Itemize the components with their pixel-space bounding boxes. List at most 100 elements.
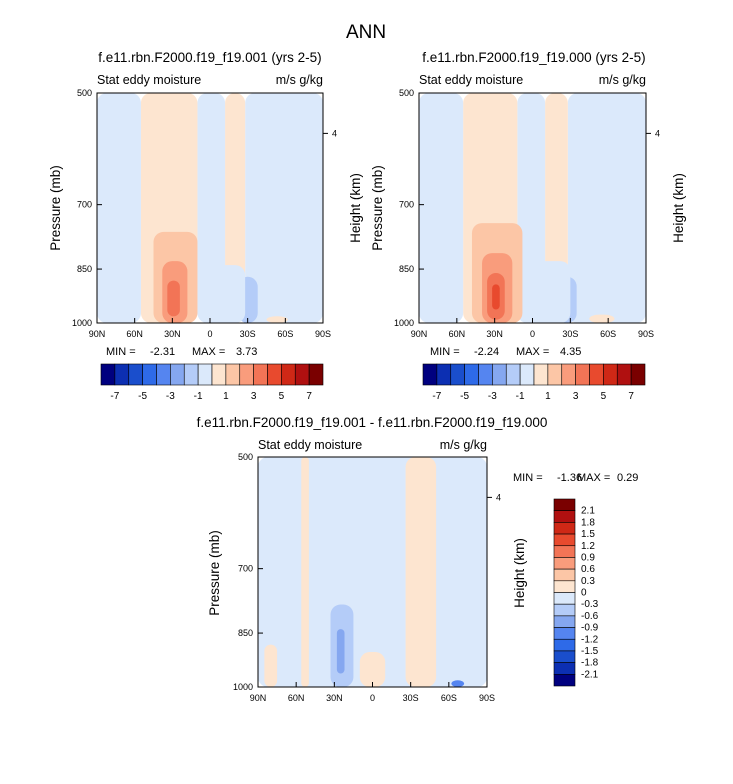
y-axis-right-title: Height (km): [671, 173, 686, 243]
colorbar-swatch: [553, 638, 576, 652]
colorbar-label: 1: [223, 391, 229, 402]
contour-region: [359, 652, 386, 687]
x-tick-label: 30N: [486, 329, 503, 339]
colorbar-swatch: [505, 363, 521, 386]
colorbar-label: 0.9: [581, 552, 595, 563]
colorbar-label: -1: [194, 391, 203, 402]
colorbar-swatch: [553, 533, 576, 547]
colorbar-swatch: [553, 580, 576, 593]
x-tick-label: 60N: [288, 693, 305, 703]
contour-region: [589, 314, 615, 323]
panel-top-right: f.e11.rbn.F2000.f19_f19.000 (yrs 2-5) St…: [370, 50, 686, 402]
x-tick-label: 60S: [600, 329, 616, 339]
colorbar-label: -0.3: [581, 599, 599, 610]
contour-region: [264, 644, 278, 687]
colorbar: -7 -5 -3 -1 1 3 5 7: [422, 363, 646, 402]
colorbar-swatch: [142, 363, 157, 386]
colorbar-label: 2.1: [581, 506, 595, 517]
colorbar-swatch: [128, 363, 143, 386]
x-tick-label: 0: [370, 693, 375, 703]
x-tick-label: 90S: [638, 329, 654, 339]
colorbar-label: 1.2: [581, 541, 595, 552]
colorbar-swatch: [253, 363, 268, 386]
colorbar-swatch: [553, 522, 576, 535]
colorbar-swatch: [450, 363, 465, 386]
y-axis-title: Pressure (mb): [207, 530, 222, 616]
colorbar-swatch: [156, 363, 171, 386]
x-tick-label: 0: [530, 329, 535, 339]
min-label: MIN =: [106, 346, 136, 358]
panel-title: f.e11.rbn.F2000.f19_f19.001 - f.e11.rbn.…: [197, 415, 548, 430]
colorbar-swatch: [197, 363, 213, 386]
colorbar-swatch: [553, 615, 576, 628]
panel-title: f.e11.rbn.F2000.f19_f19.000 (yrs 2-5): [422, 50, 645, 65]
max-label: MAX =: [192, 346, 225, 358]
colorbar-label: -1.5: [581, 646, 599, 657]
colorbar-label: 3: [573, 391, 579, 402]
colorbar-label: -1.8: [581, 658, 599, 669]
x-tick-label: 60N: [449, 329, 466, 339]
contour-plot: [258, 457, 487, 687]
colorbar-swatch: [553, 510, 576, 523]
y-axis-title: Pressure (mb): [370, 165, 385, 251]
colorbar-swatch: [553, 568, 576, 582]
colorbar-swatch: [553, 545, 576, 558]
colorbar-swatch: [589, 363, 604, 386]
colorbar-label: 7: [306, 391, 312, 402]
colorbar-swatch: [547, 363, 563, 386]
colorbar-label: -5: [460, 391, 469, 402]
x-tick-label: 60S: [277, 329, 293, 339]
colorbar-swatch: [630, 363, 646, 386]
colorbar-swatch: [281, 363, 296, 386]
panel-title: f.e11.rbn.F2000.f19_f19.001 (yrs 2-5): [98, 50, 321, 65]
colorbar-swatch: [553, 650, 576, 663]
x-tick-label: 90S: [479, 693, 495, 703]
x-tick-label: 0: [207, 329, 212, 339]
colorbar-label: -3: [166, 391, 175, 402]
panel-subtitle-left: Stat eddy moisture: [97, 73, 201, 87]
colorbar-swatch: [478, 363, 493, 386]
colorbar-label: 0.3: [581, 576, 595, 587]
contour-region: [451, 680, 465, 687]
x-tick-label: 90N: [411, 329, 428, 339]
contour-region: [266, 316, 288, 323]
x-tick-label: 30N: [326, 693, 343, 703]
colorbar-swatch: [553, 498, 576, 511]
colorbar-label: 0: [581, 588, 587, 599]
x-tick-label: 90N: [250, 693, 267, 703]
colorbar-label: 0.6: [581, 564, 595, 575]
min-label: MIN =: [513, 472, 543, 484]
max-label: MAX =: [577, 472, 610, 484]
colorbar-swatch: [100, 363, 116, 386]
panel-difference: f.e11.rbn.F2000.f19_f19.001 - f.e11.rbn.…: [197, 415, 639, 703]
colorbar-swatch: [170, 363, 185, 386]
contour-region: [419, 93, 464, 323]
contour-region: [167, 280, 180, 317]
min-value: -2.31: [150, 346, 175, 358]
y-right-tick-label: 4: [332, 128, 337, 138]
colorbar-swatch: [553, 662, 576, 675]
x-tick-label: 30S: [403, 693, 419, 703]
axis-ticks: 90N 60N 30N 0 30S 60S 90S 500 700 850 1000 4: [394, 88, 660, 339]
contour-region: [210, 265, 246, 323]
min-value: -2.24: [474, 346, 499, 358]
y-tick-label: 850: [77, 264, 92, 274]
colorbar-swatch: [553, 557, 576, 570]
y-tick-label: 500: [238, 452, 253, 462]
y-axis-title: Pressure (mb): [48, 165, 63, 251]
colorbar-label: 1.5: [581, 529, 595, 540]
axis-ticks: 90N 60N 30N 0 30S 60S 90S 500 700 850 1000 4: [72, 88, 337, 339]
contour-plot: [97, 93, 323, 323]
x-tick-label: 60N: [126, 329, 143, 339]
contour-region: [532, 261, 571, 323]
contour-region: [567, 93, 646, 323]
colorbar-label: 1: [545, 391, 551, 402]
panel-subtitle-left: Stat eddy moisture: [419, 73, 523, 87]
colorbar-swatch: [436, 363, 452, 386]
colorbar-label: -1: [516, 391, 525, 402]
y-tick-label: 700: [399, 200, 414, 210]
y-tick-label: 700: [238, 564, 253, 574]
x-tick-label: 30N: [164, 329, 181, 339]
y-tick-label: 500: [77, 88, 92, 98]
